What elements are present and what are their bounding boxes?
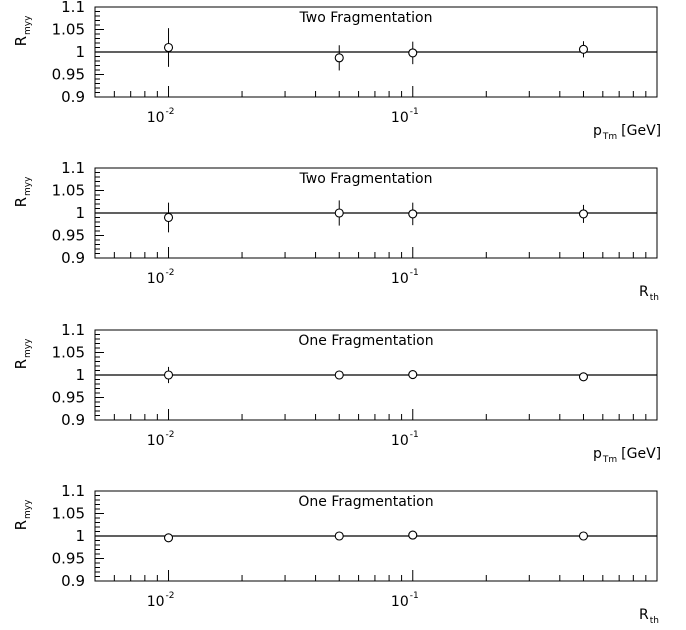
- x-tick-base: 10: [391, 271, 409, 287]
- y-axis-label: Rmyy: [12, 15, 33, 47]
- y-tick-label: 0.95: [52, 389, 85, 407]
- data-point: [578, 44, 589, 54]
- data-point: [408, 530, 418, 540]
- y-tick-label: 0.9: [61, 88, 85, 106]
- x-axis-label-sub: th: [650, 616, 659, 626]
- chart-title: Two Fragmentation: [299, 10, 433, 26]
- y-axis-label-sub: myy: [23, 15, 33, 35]
- y-axis-label: Rmyy: [12, 338, 33, 370]
- x-axis-label-sub: th: [650, 293, 659, 303]
- y-tick-label: 1: [75, 527, 85, 545]
- y-tick-label: 0.9: [61, 249, 85, 267]
- x-axis-label: pTm [GeV]: [593, 446, 661, 465]
- y-axis-label-sub: myy: [23, 176, 33, 196]
- x-tick-label: 10 -2: [147, 107, 175, 126]
- chart-title: One Fragmentation: [298, 333, 433, 349]
- x-tick-base: 10: [147, 271, 165, 287]
- x-tick-exponent: -2: [166, 107, 175, 117]
- chart-title: Two Fragmentation: [299, 171, 433, 187]
- x-tick-base: 10: [391, 110, 409, 126]
- data-point: [163, 212, 174, 223]
- y-tick-label: 1.05: [52, 21, 85, 39]
- x-tick-exponent: -2: [166, 430, 175, 440]
- data-point: [334, 531, 344, 541]
- data-point: [334, 53, 344, 63]
- y-axis-label-main: R: [12, 520, 30, 530]
- x-axis-label-unit: [GeV]: [621, 446, 661, 462]
- y-tick-label: 0.95: [52, 550, 85, 568]
- x-tick-exponent: -1: [410, 107, 419, 117]
- y-axis-label-main: R: [12, 359, 30, 369]
- y-tick-label: 0.9: [61, 411, 85, 429]
- y-tick-label: 0.95: [52, 227, 85, 245]
- y-tick-label: 1.05: [52, 344, 85, 362]
- x-axis-label: Rth: [639, 607, 659, 626]
- data-point: [578, 209, 589, 219]
- x-axis-label: Rth: [639, 284, 659, 303]
- x-axis-label-unit: [GeV]: [621, 123, 661, 139]
- y-tick-label: 1.05: [52, 505, 85, 523]
- x-axis-label-main: R: [639, 284, 649, 300]
- x-tick-label: 10 -1: [391, 268, 419, 287]
- x-tick-label: 10 -1: [391, 107, 419, 126]
- y-axis-label-sub: myy: [23, 499, 33, 519]
- y-axis-label-main: R: [12, 197, 30, 207]
- y-tick-label: 0.9: [61, 572, 85, 590]
- data-point: [334, 370, 344, 380]
- x-tick-label: 10 -2: [147, 268, 175, 287]
- data-point: [578, 531, 589, 541]
- y-tick-label: 0.95: [52, 66, 85, 84]
- chart-title: One Fragmentation: [298, 494, 433, 510]
- x-tick-label: 10 -2: [147, 591, 175, 610]
- x-axis-label-main: p: [593, 446, 602, 462]
- y-tick-label: 1.1: [61, 482, 85, 500]
- x-tick-base: 10: [147, 110, 165, 126]
- data-point: [334, 208, 344, 218]
- y-tick-label: 1.1: [61, 321, 85, 339]
- x-tick-exponent: -1: [410, 591, 419, 601]
- data-point: [163, 533, 174, 543]
- x-axis-label-sub: Tm: [602, 132, 617, 142]
- x-axis-label-main: R: [639, 607, 649, 623]
- y-axis-label: Rmyy: [12, 176, 33, 208]
- y-axis-label-main: R: [12, 36, 30, 46]
- x-tick-label: 10 -1: [391, 591, 419, 610]
- y-tick-label: 1.05: [52, 182, 85, 200]
- x-tick-base: 10: [147, 433, 165, 449]
- x-tick-base: 10: [147, 594, 165, 610]
- x-tick-base: 10: [391, 594, 409, 610]
- data-point: [408, 48, 418, 58]
- y-axis-label: Rmyy: [12, 499, 33, 531]
- y-tick-label: 1: [75, 43, 85, 61]
- x-axis-label-main: p: [593, 123, 602, 139]
- data-point: [408, 369, 418, 380]
- data-point: [163, 42, 174, 53]
- x-tick-exponent: -1: [410, 430, 419, 440]
- y-tick-label: 1: [75, 204, 85, 222]
- y-tick-label: 1: [75, 366, 85, 384]
- y-tick-label: 1.1: [61, 0, 85, 16]
- data-point: [578, 372, 589, 382]
- x-axis-label: pTm [GeV]: [593, 123, 661, 142]
- x-tick-exponent: -2: [166, 591, 175, 601]
- x-tick-exponent: -2: [166, 268, 175, 278]
- data-point: [408, 209, 418, 219]
- x-tick-base: 10: [391, 433, 409, 449]
- y-tick-label: 1.1: [61, 159, 85, 177]
- y-axis-label-sub: myy: [23, 338, 33, 358]
- x-tick-label: 10 -2: [147, 430, 175, 449]
- x-tick-exponent: -1: [410, 268, 419, 278]
- x-tick-label: 10 -1: [391, 430, 419, 449]
- data-point: [163, 370, 174, 380]
- x-axis-label-sub: Tm: [602, 455, 617, 465]
